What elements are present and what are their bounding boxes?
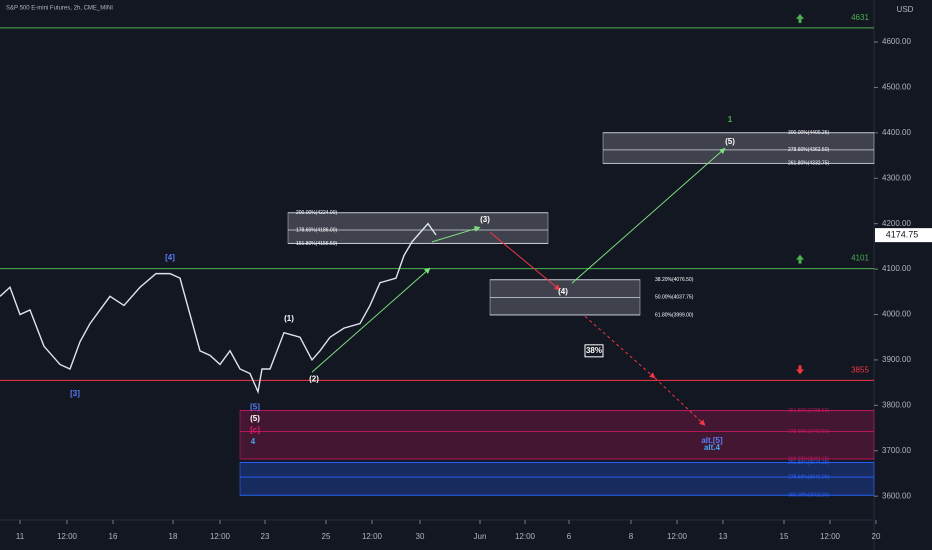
fib-label: 300.00%(4400.25) [788,130,829,136]
x-tick-label: 6 [567,532,572,541]
y-tick-label: 4400.00 [882,128,911,137]
projection-arrow [311,267,431,373]
y-tick-label: 4000.00 [882,310,911,319]
level-arrow [796,365,804,375]
fib-label: 300.00%(3681.75) [788,456,829,462]
x-tick-label: 12:00 [667,532,688,541]
last-price-badge [875,228,932,243]
x-tick-label: 11 [16,532,25,541]
x-tick-label: 13 [719,532,728,541]
fib-label: 261.80%(3788.50) [788,408,829,414]
x-tick-label: 12:00 [362,532,383,541]
fib-label: 61.80%(3999.00) [655,312,694,318]
wave-label: [c] [250,425,260,434]
x-tick-label: 12:00 [210,532,231,541]
boxed-label: 38% [586,346,602,355]
wave-label: (5) [725,137,735,146]
fib-label: 50.00%(4037.75) [655,295,694,301]
x-tick-label: 15 [780,532,789,541]
fib-box [602,132,875,164]
wave-label: [3] [70,389,80,398]
x-tick-label: 20 [872,532,881,541]
wave-label: (5) [250,414,260,423]
wave-label: 4 [251,437,256,446]
wave-label: (4) [558,287,568,296]
fib-label: 38.20%(4076.50) [655,277,694,283]
x-tick-label: 16 [109,532,118,541]
y-tick-label: 3700.00 [882,446,911,455]
level-label: 3855 [851,365,869,374]
axis-unit: USD [897,5,914,14]
projection-arrow [571,147,726,284]
wave-label: (3) [480,215,490,224]
wave-label: (1) [284,314,294,323]
fib-label: 278.60%(4362.50) [788,147,829,153]
x-tick-label: 25 [322,532,331,541]
wave-label: [4] [165,253,175,262]
x-tick-label: 23 [261,532,270,541]
fib-label: 261.80%(3674.25) [788,460,829,466]
level-arrow [796,254,804,264]
wave-label: alt.4 [704,443,721,452]
fib-box [239,410,875,460]
fib-label: 261.80%(4332.75) [788,161,829,167]
x-tick-label: 8 [629,532,634,541]
fib-label: 300.00%(3602.00) [788,493,829,499]
wave-label: alt.[5] [701,436,723,445]
fib-label: 178.60%(4186.00) [296,227,337,233]
boxed-label-frame [584,344,604,358]
price-line [0,222,437,395]
last-price-label: 4174.75 [886,230,919,240]
y-tick-label: 4600.00 [882,37,911,46]
y-tick-label: 3600.00 [882,491,911,500]
fib-label: 200.00%(4224.00) [296,210,337,216]
projection-arrow [489,231,561,291]
fib-box [239,461,875,496]
y-tick-label: 4500.00 [882,83,911,92]
x-tick-label: 12:00 [57,532,78,541]
x-tick-label: 18 [169,532,178,541]
y-tick-label: 3800.00 [882,400,911,409]
level-arrow [796,13,804,23]
level-label: 4101 [851,254,869,263]
x-tick-label: 12:00 [820,532,841,541]
y-tick-label: 4300.00 [882,173,911,182]
wave-label: (2) [309,375,319,384]
x-tick-label: 30 [416,532,425,541]
wave-label: [5] [250,403,260,412]
y-tick-label: 4200.00 [882,219,911,228]
fib-label: 278.60%(3742.50) [788,429,829,435]
x-tick-label: 12:00 [515,532,536,541]
chart-title: S&P 500 E-mini Futures, 2h, CME_MINI [6,6,113,12]
projection-arrow [431,225,481,243]
level-label: 4631 [851,13,869,22]
y-tick-label: 3900.00 [882,355,911,364]
fib-label: 278.60%(3642.00) [788,474,829,480]
x-tick-label: Jun [474,532,487,541]
fib-label: 161.80%(4156.50) [296,241,337,247]
y-tick-label: 4100.00 [882,264,911,273]
wave-label: 1 [728,115,733,124]
